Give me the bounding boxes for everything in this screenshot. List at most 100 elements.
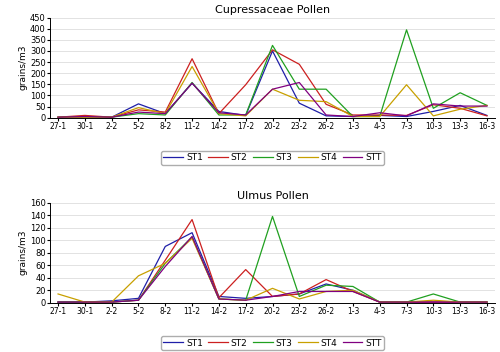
ST2	[430, 103, 436, 107]
ST1	[108, 299, 114, 303]
ST1	[136, 102, 141, 106]
Title: Cupressaceae Pollen: Cupressaceae Pollen	[215, 5, 330, 15]
ST4	[216, 297, 222, 301]
ST1	[82, 300, 88, 304]
ST3	[162, 113, 168, 117]
ST3	[430, 106, 436, 111]
ST4	[189, 236, 195, 240]
ST2	[323, 277, 329, 282]
ST4	[404, 83, 409, 87]
ST3	[457, 90, 463, 95]
ST1	[484, 113, 490, 118]
ST1	[430, 109, 436, 114]
STT	[457, 300, 463, 304]
ST3	[430, 292, 436, 296]
ST3	[484, 103, 490, 107]
STT	[136, 298, 141, 302]
ST1	[430, 300, 436, 304]
ST1	[270, 49, 276, 53]
ST1	[216, 109, 222, 114]
STT	[108, 115, 114, 119]
ST4	[55, 292, 61, 296]
ST1	[82, 114, 88, 119]
ST3	[82, 115, 88, 119]
ST4	[270, 286, 276, 290]
Line: ST4: ST4	[58, 238, 487, 302]
ST2	[162, 110, 168, 114]
ST4	[404, 300, 409, 304]
ST4	[216, 112, 222, 116]
Line: ST2: ST2	[58, 50, 487, 117]
ST2	[296, 292, 302, 296]
ST4	[350, 288, 356, 292]
ST4	[270, 87, 276, 91]
ST2	[162, 258, 168, 262]
ST3	[270, 214, 276, 219]
ST3	[82, 300, 88, 304]
ST2	[457, 106, 463, 111]
ST1	[189, 231, 195, 235]
ST1	[457, 103, 463, 107]
STT	[296, 80, 302, 84]
STT	[484, 300, 490, 304]
ST3	[270, 43, 276, 48]
ST1	[484, 300, 490, 304]
ST4	[189, 64, 195, 69]
STT	[270, 87, 276, 91]
ST2	[242, 83, 248, 87]
ST1	[404, 300, 409, 304]
STT	[457, 104, 463, 108]
ST3	[296, 294, 302, 298]
ST2	[55, 115, 61, 119]
ST1	[404, 114, 409, 119]
ST2	[136, 108, 141, 112]
STT	[404, 300, 409, 304]
ST1	[350, 288, 356, 292]
ST4	[136, 274, 141, 278]
STT	[430, 102, 436, 106]
ST1	[162, 112, 168, 116]
ST4	[484, 300, 490, 304]
Line: ST3: ST3	[58, 30, 487, 117]
ST4	[108, 115, 114, 119]
ST2	[242, 268, 248, 272]
STT	[404, 114, 409, 118]
Line: ST4: ST4	[58, 67, 487, 117]
ST1	[242, 113, 248, 118]
ST1	[457, 300, 463, 304]
STT	[82, 300, 88, 304]
Y-axis label: grains/m3: grains/m3	[18, 230, 27, 276]
ST2	[216, 112, 222, 116]
ST4	[242, 298, 248, 302]
Title: Ulmus Pollen: Ulmus Pollen	[236, 190, 308, 201]
ST3	[108, 115, 114, 119]
ST4	[457, 300, 463, 304]
ST3	[162, 261, 168, 265]
ST2	[136, 298, 141, 302]
ST4	[376, 114, 382, 119]
ST4	[162, 261, 168, 265]
Legend: ST1, ST2, ST3, ST4, STT: ST1, ST2, ST3, ST4, STT	[160, 151, 384, 165]
ST1	[55, 300, 61, 304]
ST3	[350, 284, 356, 289]
ST1	[296, 101, 302, 105]
ST2	[404, 113, 409, 118]
ST4	[136, 106, 141, 110]
STT	[216, 297, 222, 301]
ST2	[484, 300, 490, 304]
ST1	[270, 294, 276, 298]
ST4	[323, 100, 329, 104]
Legend: ST1, ST2, ST3, ST4, STT: ST1, ST2, ST3, ST4, STT	[160, 336, 384, 350]
ST3	[242, 113, 248, 117]
ST3	[350, 114, 356, 119]
STT	[350, 289, 356, 294]
ST2	[108, 115, 114, 119]
STT	[350, 114, 356, 119]
ST2	[82, 300, 88, 304]
Line: ST2: ST2	[58, 220, 487, 302]
Line: STT: STT	[58, 237, 487, 302]
ST4	[108, 300, 114, 304]
STT	[55, 300, 61, 304]
ST4	[296, 297, 302, 301]
ST3	[484, 300, 490, 304]
